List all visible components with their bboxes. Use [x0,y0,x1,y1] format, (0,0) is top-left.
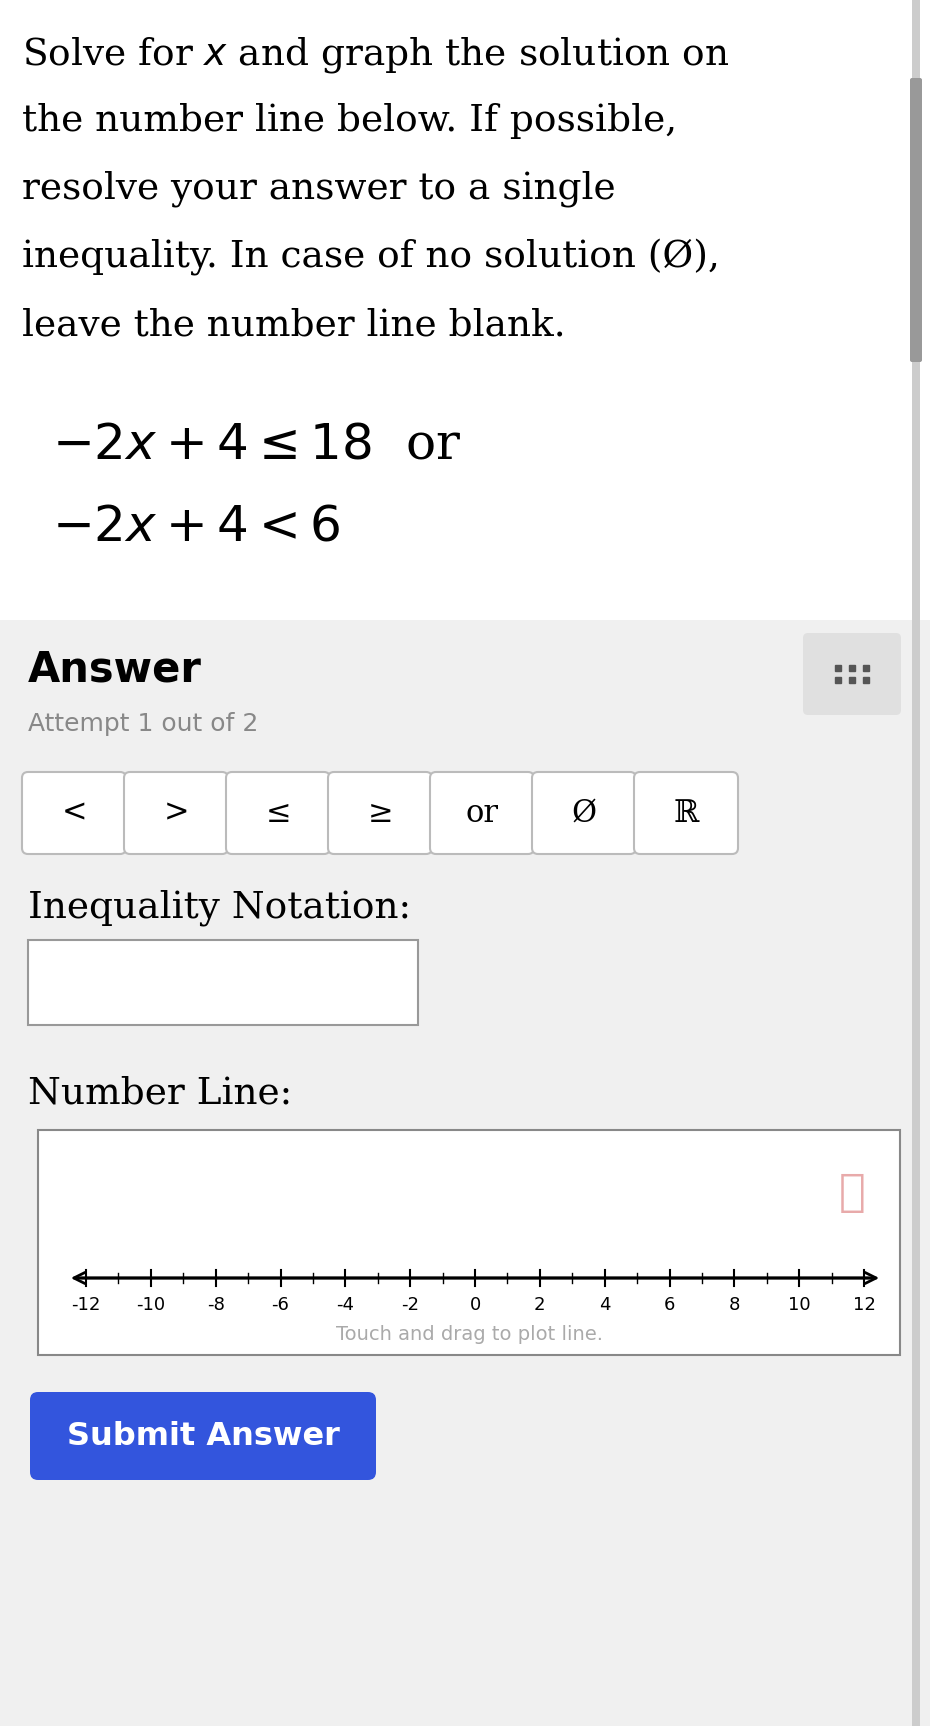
Text: leave the number line blank.: leave the number line blank. [22,307,565,343]
Bar [0,0,930,620]
Text: -4: -4 [337,1296,354,1313]
FancyBboxPatch shape [634,772,738,854]
Text: Number Line:: Number Line: [28,1075,292,1112]
FancyBboxPatch shape [328,772,432,854]
Text: <: < [61,797,86,828]
Bar [0,620,930,1726]
Text: >: > [164,797,189,828]
Text: -8: -8 [206,1296,225,1313]
Text: 6: 6 [664,1296,675,1313]
Text: 4: 4 [599,1296,610,1313]
Text: ℝ: ℝ [673,797,698,828]
Text: the number line below. If possible,: the number line below. If possible, [22,104,677,140]
Text: -2: -2 [401,1296,419,1313]
Text: Ø: Ø [571,797,596,828]
Text: inequality. In case of no solution (Ø),: inequality. In case of no solution (Ø), [22,238,720,276]
Text: -10: -10 [137,1296,166,1313]
Text: -6: -6 [272,1296,289,1313]
Text: ≤: ≤ [265,797,291,828]
FancyBboxPatch shape [430,772,534,854]
Text: Solve for $x$ and graph the solution on: Solve for $x$ and graph the solution on [22,35,729,74]
Text: Touch and drag to plot line.: Touch and drag to plot line. [336,1326,603,1345]
Text: Submit Answer: Submit Answer [67,1420,339,1452]
Text: $-2x + 4 < 6$: $-2x + 4 < 6$ [52,502,340,551]
FancyBboxPatch shape [226,772,330,854]
Text: resolve your answer to a single: resolve your answer to a single [22,171,616,207]
FancyBboxPatch shape [532,772,636,854]
Text: 8: 8 [728,1296,740,1313]
Text: Inequality Notation:: Inequality Notation: [28,891,411,927]
Text: Attempt 1 out of 2: Attempt 1 out of 2 [28,713,259,735]
Text: 10: 10 [788,1296,810,1313]
FancyBboxPatch shape [803,633,901,715]
FancyBboxPatch shape [124,772,228,854]
Text: 12: 12 [853,1296,875,1313]
Text: 0: 0 [470,1296,481,1313]
Bar [38,1131,900,1355]
Bar [28,941,418,1025]
Text: ≥: ≥ [367,797,392,828]
FancyBboxPatch shape [30,1391,376,1479]
FancyBboxPatch shape [910,78,922,362]
Text: -12: -12 [72,1296,100,1313]
Bar [912,0,920,1726]
Text: 2: 2 [534,1296,546,1313]
Text: Answer: Answer [28,647,202,690]
Text: $-2x + 4 \leq 18$  or: $-2x + 4 \leq 18$ or [52,419,461,469]
FancyBboxPatch shape [22,772,126,854]
Text: or: or [466,797,498,828]
Text: ∅: ∅ [839,1170,866,1213]
